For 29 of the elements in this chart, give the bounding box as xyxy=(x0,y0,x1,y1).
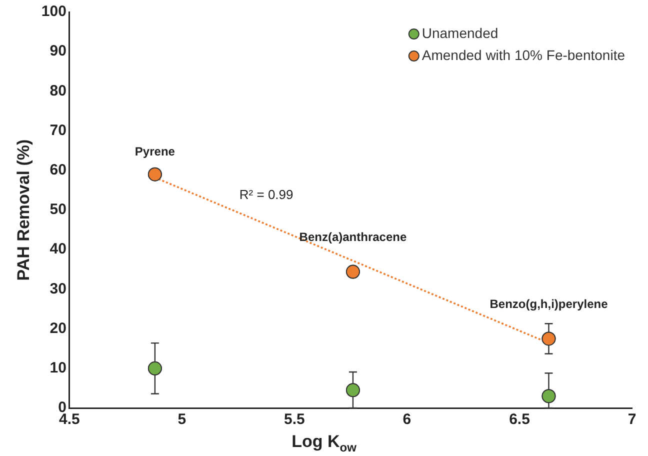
x-tick-label: 6 xyxy=(402,411,412,428)
annotation: Benzo(g,h,i)perylene xyxy=(490,297,608,312)
x-tick-label: 5 xyxy=(178,411,186,428)
point xyxy=(542,389,556,404)
y-tick-label: 80 xyxy=(50,82,66,100)
x-tick-label: 6.5 xyxy=(509,411,530,428)
y-tick-label: 30 xyxy=(50,280,66,298)
y-tick-label: 40 xyxy=(50,240,66,258)
y-tick-label: 50 xyxy=(50,201,66,218)
annotation: R² = 0.99 xyxy=(239,187,294,202)
legend-label: Amended with 10% Fe-bentonite xyxy=(422,46,626,63)
legend-label: Unamended xyxy=(422,24,498,41)
point xyxy=(148,167,162,182)
y-tick-label: 20 xyxy=(50,320,66,337)
y-tick-label: 90 xyxy=(50,42,66,60)
y-tick-label: 10 xyxy=(50,360,66,377)
annotation: Benz(a)anthracene xyxy=(299,230,407,244)
point xyxy=(542,332,556,346)
point xyxy=(148,361,162,376)
y-tick-label: 60 xyxy=(50,162,66,179)
x-tick-label: 5.5 xyxy=(284,411,305,428)
x-tick-label: 7 xyxy=(628,411,636,428)
annotation: Pyrene xyxy=(134,144,176,159)
point xyxy=(346,383,360,398)
point xyxy=(346,264,360,279)
y-axis-title: PAH Removal (%) xyxy=(14,139,33,281)
y-tick-label: 70 xyxy=(50,122,66,139)
x-axis-title: Log K$_{ow}$ xyxy=(290,432,358,454)
y-tick-label: 100 xyxy=(41,3,66,20)
